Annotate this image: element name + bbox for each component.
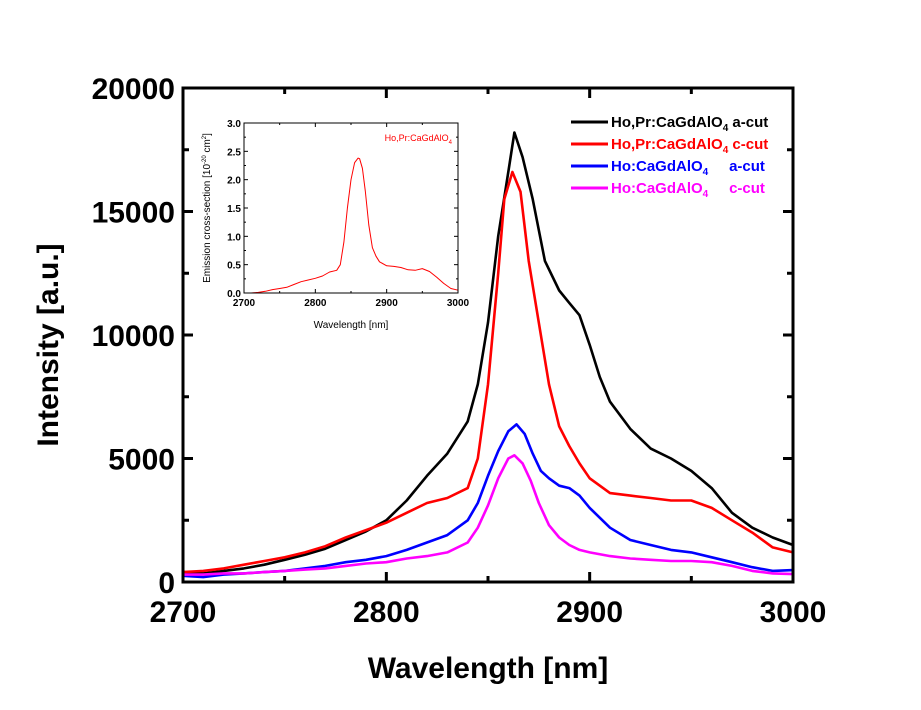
inset-y-title-main: Emission cross-section [10 bbox=[202, 164, 213, 283]
inset-y-tick-label: 0.0 bbox=[227, 289, 241, 300]
main-y-tick-labels: 0 5000 10000 15000 20000 bbox=[92, 73, 175, 600]
inset-x-tick-label: 2700 bbox=[233, 298, 256, 309]
inset-series-line-0 bbox=[244, 157, 459, 294]
main-y-tick-label: 15000 bbox=[92, 196, 175, 229]
inset-x-tick-label: 3000 bbox=[447, 298, 470, 309]
inset-x-tick-labels: 2700 2800 2900 3000 bbox=[233, 298, 470, 309]
inset-annotation-sub: 4 bbox=[449, 140, 453, 146]
inset-y-tick-label: 0.5 bbox=[227, 261, 241, 272]
legend-label: Ho:CaGdAlO4 c-cut bbox=[611, 180, 765, 200]
main-x-tick-label: 2800 bbox=[353, 596, 420, 629]
main-y-tick-label: 20000 bbox=[92, 73, 175, 106]
legend-item: Ho,Pr:CaGdAlO4 a-cut bbox=[571, 114, 768, 134]
legend-label-suffix: c-cut bbox=[728, 136, 768, 153]
inset-y-tick-labels: 0.0 0.5 1.0 1.5 2.0 2.5 3.0 bbox=[227, 119, 241, 300]
inset-y-tick-label: 2.5 bbox=[227, 147, 241, 158]
inset-y-title-sup1: -20 bbox=[202, 155, 208, 164]
inset-x-tick-label: 2900 bbox=[376, 298, 399, 309]
legend-label-subscript: 4 bbox=[703, 167, 709, 178]
inset-series-group bbox=[244, 157, 459, 294]
main-series-line-1 bbox=[182, 170, 794, 574]
main-x-tick-label: 3000 bbox=[760, 596, 827, 629]
legend-label: Ho:CaGdAlO4 a-cut bbox=[611, 158, 765, 178]
main-series-line-3 bbox=[183, 453, 794, 576]
legend-label-subscript: 4 bbox=[703, 189, 709, 200]
main-x-tick-labels: 2700 2800 2900 3000 bbox=[150, 596, 827, 629]
inset-y-tick-label: 2.0 bbox=[227, 176, 241, 187]
main-y-axis-title: Intensity [a.u.] bbox=[32, 243, 65, 446]
inset-y-tick-label: 1.5 bbox=[227, 204, 241, 215]
inset-y-tick-label: 1.0 bbox=[227, 232, 241, 243]
inset-y-axis-title: Emission cross-section [10-20 cm2] bbox=[202, 133, 213, 283]
inset-ticks bbox=[244, 123, 458, 293]
legend-label-main: Ho:CaGdAlO bbox=[611, 158, 703, 175]
main-x-tick-label: 2700 bbox=[150, 596, 217, 629]
inset-plot: 2700 2800 2900 3000 0.0 0.5 1.0 1.5 2.0 2.5 3.0 W… bbox=[202, 119, 470, 331]
legend-item: Ho:CaGdAlO4 a-cut bbox=[571, 158, 765, 178]
main-ticks bbox=[183, 88, 793, 582]
legend-label-main: Ho,Pr:CaGdAlO bbox=[611, 114, 723, 131]
main-series-line-0 bbox=[182, 131, 794, 575]
main-plot: 2700 2800 2900 3000 0 5000 10000 15000 20000 Wa… bbox=[32, 73, 826, 685]
legend-label-suffix: c-cut bbox=[708, 180, 765, 197]
legend-label: Ho,Pr:CaGdAlO4 c-cut bbox=[611, 136, 768, 156]
legend-label: Ho,Pr:CaGdAlO4 a-cut bbox=[611, 114, 768, 134]
legend-item: Ho:CaGdAlO4 c-cut bbox=[571, 180, 765, 200]
inset-annotation-main: Ho,Pr:CaGdAlO bbox=[385, 133, 449, 143]
legend-label-main: Ho:CaGdAlO bbox=[611, 180, 703, 197]
main-series-line-2 bbox=[182, 423, 794, 579]
legend-item: Ho,Pr:CaGdAlO4 c-cut bbox=[571, 136, 768, 156]
legend-label-suffix: a-cut bbox=[728, 114, 768, 131]
legend-label-subscript: 4 bbox=[723, 145, 729, 156]
main-y-tick-label: 5000 bbox=[108, 443, 175, 476]
main-series-group bbox=[182, 131, 794, 579]
inset-y-title-mid: cm bbox=[202, 139, 213, 155]
inset-plot-frame bbox=[243, 122, 459, 294]
legend-label-main: Ho,Pr:CaGdAlO bbox=[611, 136, 723, 153]
inset-annotation: Ho,Pr:CaGdAlO4 bbox=[385, 133, 453, 146]
inset-y-title-sup2: 2 bbox=[202, 135, 208, 139]
inset-y-tick-label: 3.0 bbox=[227, 119, 241, 130]
main-x-tick-label: 2900 bbox=[556, 596, 623, 629]
legend-label-subscript: 4 bbox=[723, 123, 729, 134]
main-y-tick-label: 10000 bbox=[92, 320, 175, 353]
inset-y-title-end: ] bbox=[202, 133, 213, 136]
main-y-tick-label: 0 bbox=[158, 567, 175, 600]
inset-x-axis-title: Wavelength [nm] bbox=[314, 320, 389, 331]
legend-label-suffix: a-cut bbox=[708, 158, 765, 175]
inset-x-tick-label: 2800 bbox=[304, 298, 327, 309]
main-x-axis-title: Wavelength [nm] bbox=[368, 652, 609, 685]
